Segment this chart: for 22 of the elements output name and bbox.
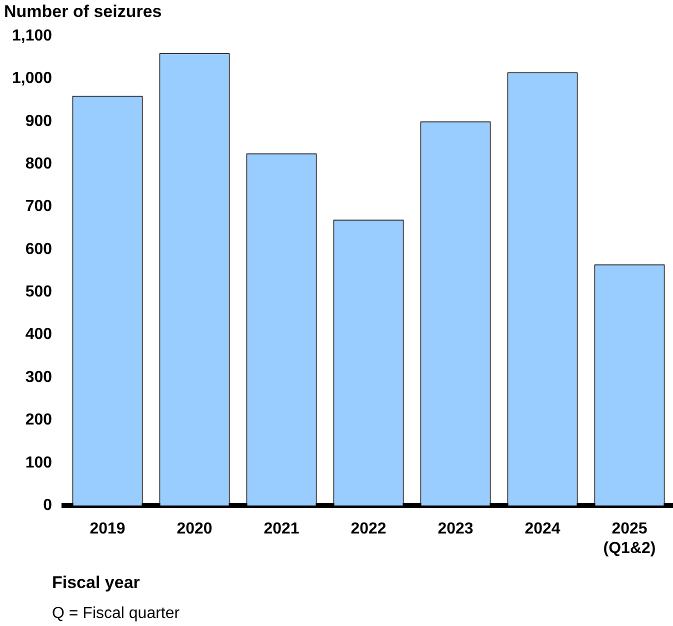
y-tick-label: 0	[43, 497, 52, 514]
y-tick-label: 100	[25, 454, 52, 472]
x-tick-label: 2025 (Q1&2)	[603, 520, 656, 557]
y-tick-label: 1,000	[12, 70, 52, 88]
y-tick-label: 700	[25, 198, 52, 216]
y-tick-label: 800	[25, 155, 52, 172]
y-tick-label: 300	[25, 368, 52, 386]
y-tick-label: 500	[25, 284, 52, 301]
x-tick-label: 2022	[350, 520, 386, 538]
x-axis-title: Fiscal year	[52, 573, 140, 593]
y-tick-label: 1,100	[12, 27, 52, 44]
text: Q = Fiscal quarter	[52, 605, 180, 623]
y-tick-label: 900	[25, 112, 52, 130]
x-tick-label: 2024	[524, 520, 560, 538]
y-axis-title: Number of seizures	[4, 2, 162, 22]
y-tick-label: 600	[25, 240, 52, 258]
x-tick-label: 2023	[438, 520, 474, 538]
y-tick-label: 200	[25, 412, 52, 429]
x-tick-label: 2020	[176, 520, 212, 538]
x-tick-label: 2019	[90, 520, 126, 538]
y-tick-label: 400	[25, 326, 52, 344]
x-tick-label: 2021	[264, 520, 300, 538]
